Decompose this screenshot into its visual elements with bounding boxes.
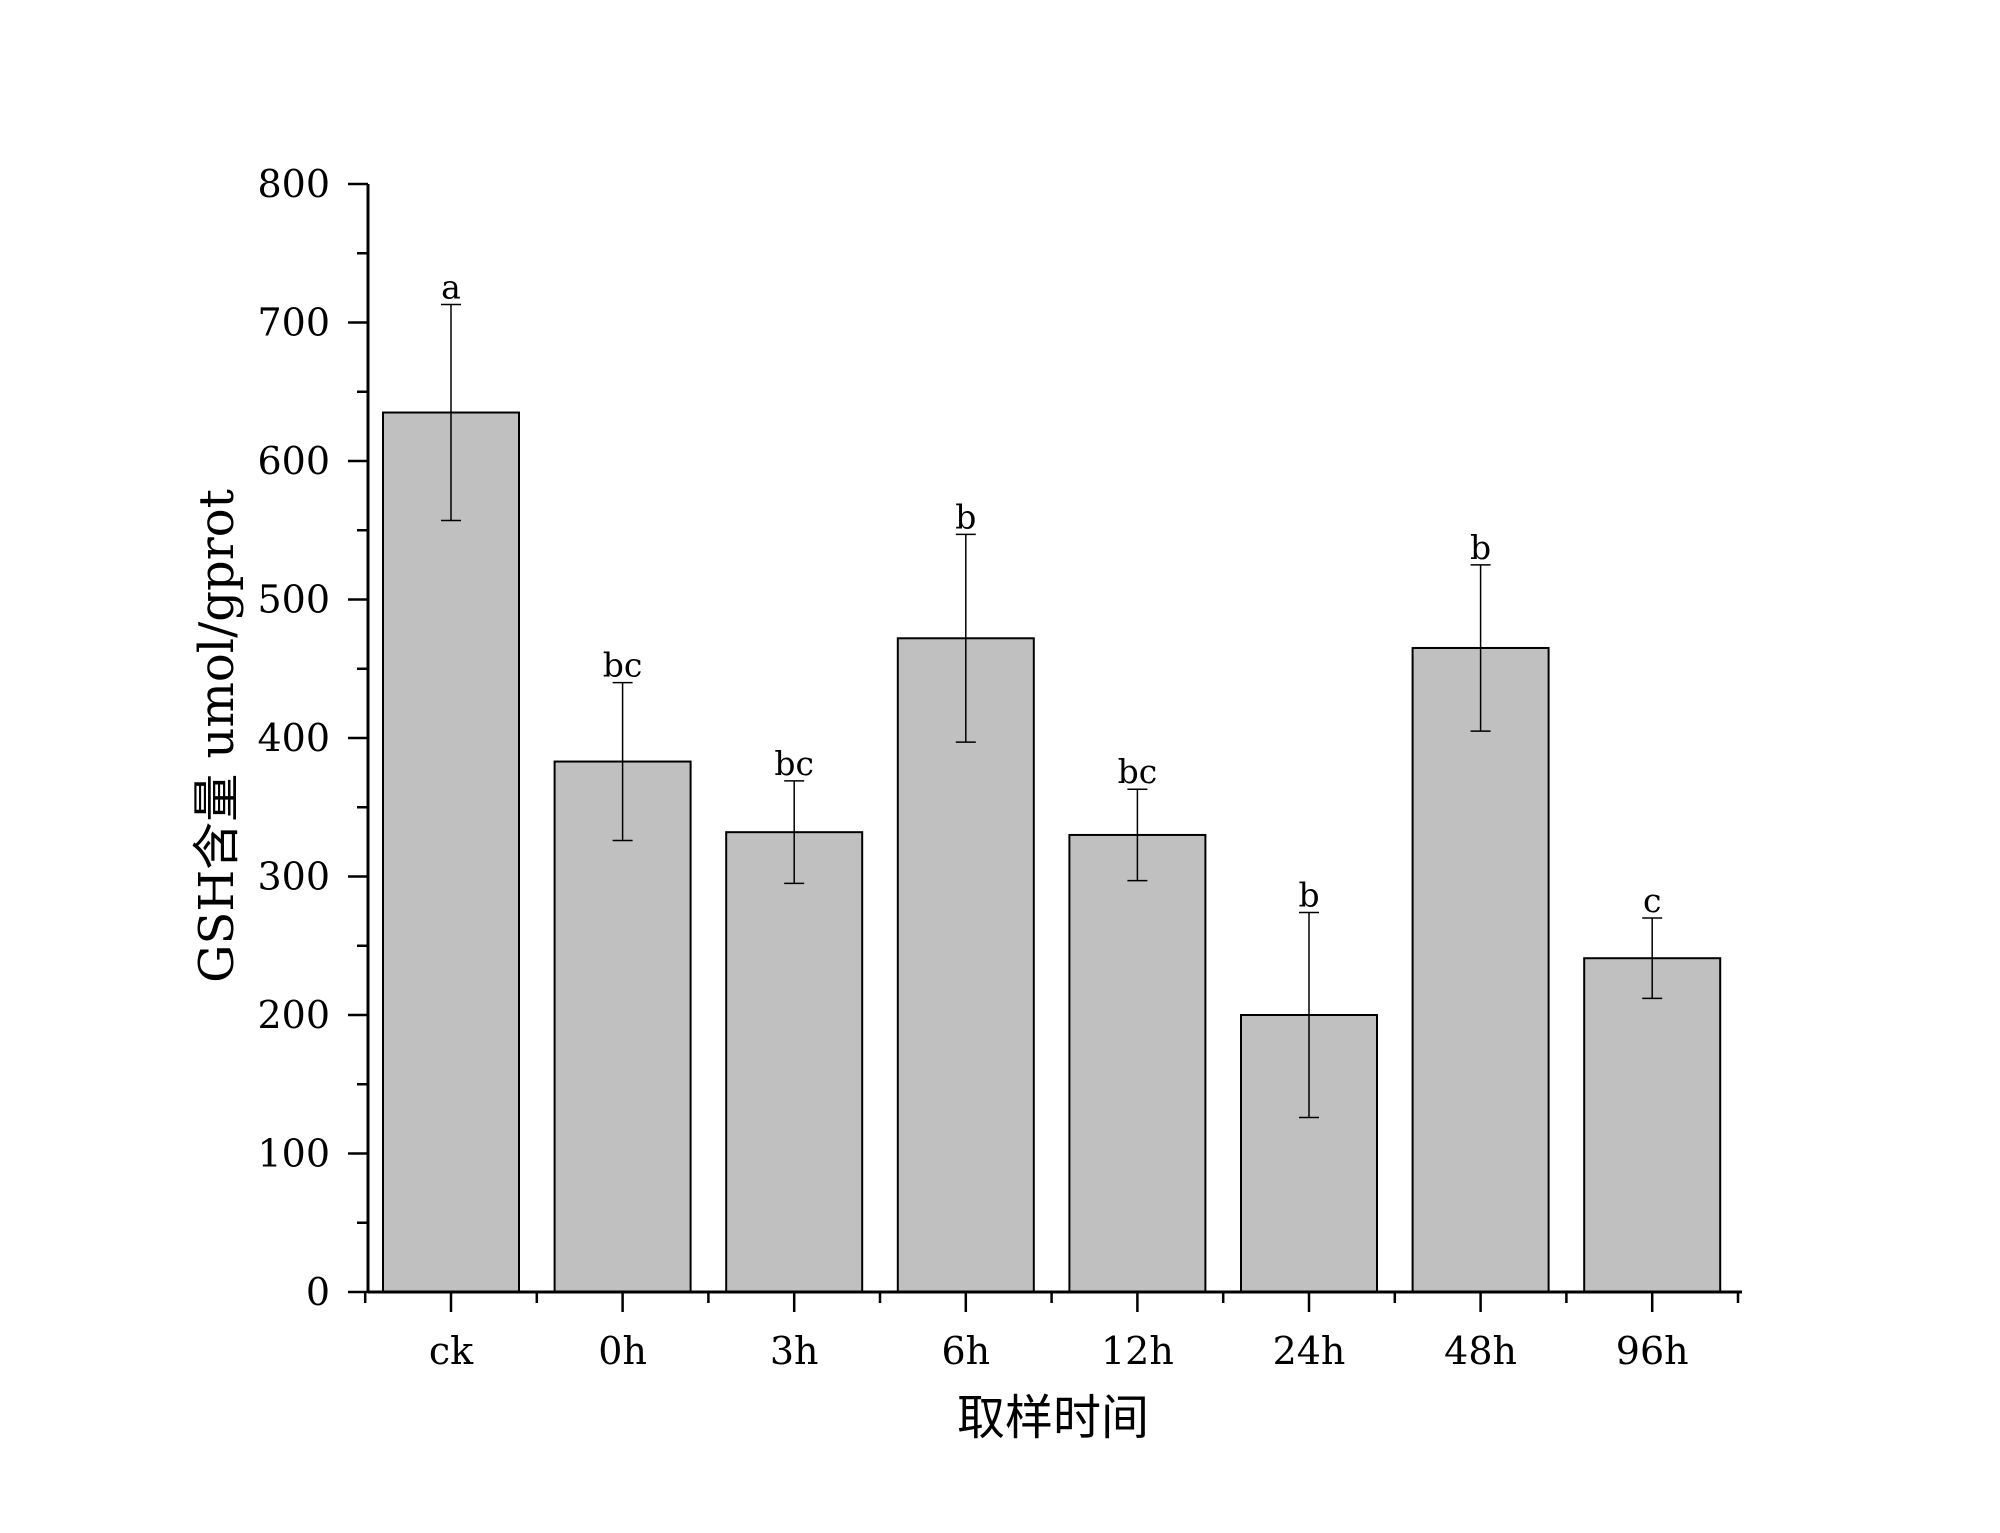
significance-label-24h: b <box>1298 876 1319 915</box>
y-tick-label-800: 800 <box>257 162 330 206</box>
significance-label-ck: a <box>441 267 461 306</box>
axes-layer <box>348 182 1742 1312</box>
y-tick-label-0: 0 <box>306 1270 330 1314</box>
bar-6h <box>896 637 1035 1293</box>
y-tick-label-600: 600 <box>257 439 330 483</box>
y-tick-label-500: 500 <box>257 578 330 622</box>
bar-3h <box>725 831 864 1293</box>
y-tick-label-700: 700 <box>257 301 330 345</box>
bar-48h <box>1411 646 1550 1293</box>
y-tick-labels: 0 100 200 300 400 500 600 700 800 <box>257 162 330 1314</box>
x-tick-label-24h: 24h <box>1273 1329 1346 1373</box>
bar-ck <box>382 411 520 1293</box>
y-tick-label-100: 100 <box>257 1132 330 1176</box>
bar-96h <box>1583 957 1722 1294</box>
x-tick-label-48h: 48h <box>1444 1329 1517 1373</box>
x-tick-label-ck: ck <box>429 1329 474 1373</box>
significance-label-48h: b <box>1470 528 1491 567</box>
significance-label-96h: c <box>1643 881 1661 920</box>
significance-label-0h: bc <box>603 646 643 685</box>
bars-layer <box>382 411 1722 1294</box>
bar-12h <box>1068 833 1207 1293</box>
significance-label-12h: bc <box>1118 752 1158 791</box>
y-tick-label-200: 200 <box>257 993 330 1037</box>
x-tick-label-12h: 12h <box>1101 1329 1174 1373</box>
y-axis-title: GSH含量 umol/gprot <box>189 489 245 983</box>
bar-0h <box>553 760 692 1293</box>
significance-label-6h: b <box>955 497 976 536</box>
x-tick-label-6h: 6h <box>941 1329 990 1373</box>
x-tick-label-0h: 0h <box>598 1329 647 1373</box>
x-axis-title: 取样时间 <box>957 1390 1149 1446</box>
x-tick-label-3h: 3h <box>770 1329 819 1373</box>
y-tick-label-300: 300 <box>257 855 330 899</box>
significance-label-3h: bc <box>774 744 814 783</box>
y-tick-label-400: 400 <box>257 716 330 760</box>
x-tick-labels: ck 0h 3h 6h 12h 24h 48h 96h <box>429 1329 1689 1373</box>
x-tick-label-96h: 96h <box>1616 1329 1689 1373</box>
error-bars-layer <box>441 303 1663 1119</box>
